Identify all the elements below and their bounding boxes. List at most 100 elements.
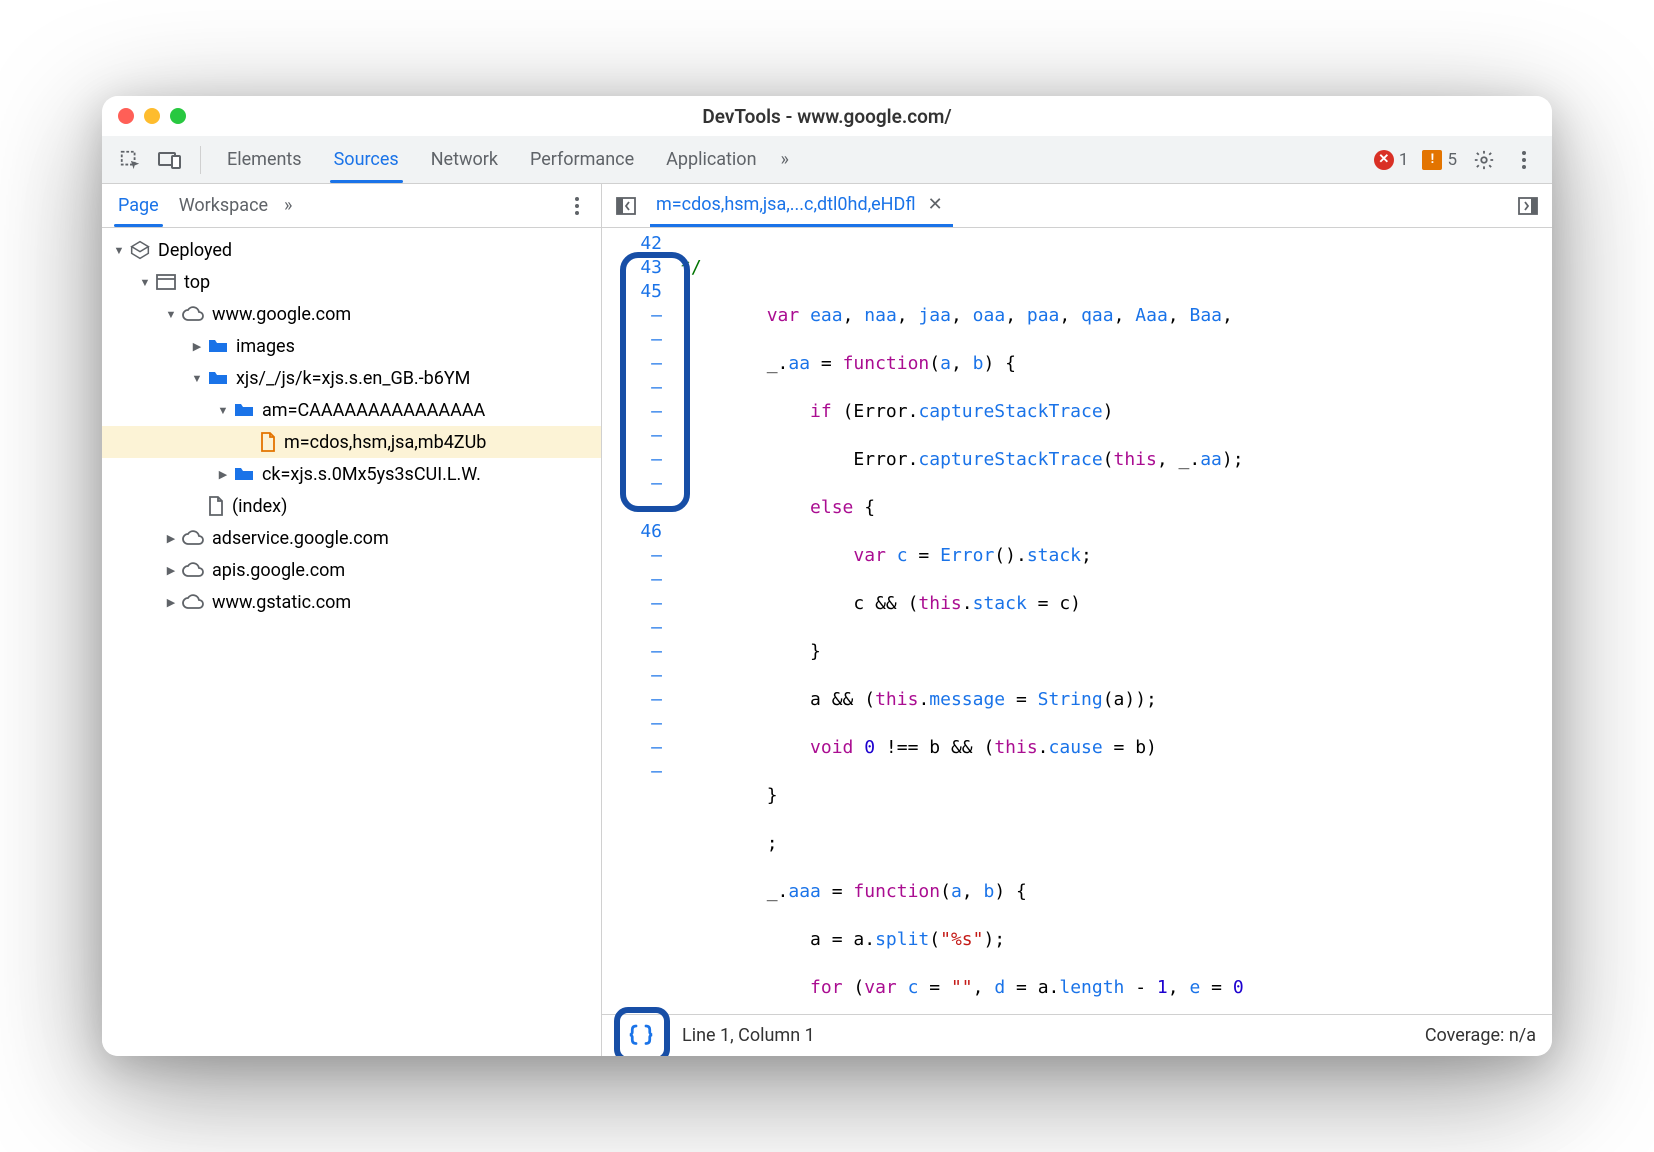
fold-dash: –	[602, 544, 662, 568]
folder-icon	[208, 338, 228, 354]
fold-dash: –	[602, 640, 662, 664]
device-toolbar-icon[interactable]	[152, 142, 188, 178]
tab-label: Application	[666, 149, 756, 170]
tab-application[interactable]: Application	[652, 136, 770, 183]
folder-icon	[234, 466, 254, 482]
tab-performance[interactable]: Performance	[516, 136, 648, 183]
expand-icon: ▶	[164, 564, 178, 577]
collapse-icon: ▼	[138, 276, 152, 289]
expand-icon: ▶	[216, 468, 230, 481]
window-title: DevTools - www.google.com/	[102, 105, 1552, 128]
tree-label: xjs/_/js/k=xjs.s.en_GB.-b6YM	[236, 368, 470, 389]
editor-tabbar: m=cdos,hsm,jsa,...c,dtl0hd,eHDfl ✕	[602, 184, 1552, 228]
fold-dash: –	[602, 592, 662, 616]
tree-label: www.google.com	[212, 304, 351, 325]
tree-label: www.gstatic.com	[212, 592, 351, 613]
tree-label: apis.google.com	[212, 560, 345, 581]
collapse-icon: ▼	[164, 308, 178, 321]
coverage-status: Coverage: n/a	[1425, 1025, 1536, 1046]
cloud-icon	[182, 530, 204, 546]
tree-label: images	[236, 336, 295, 357]
cloud-icon	[182, 562, 204, 578]
more-tabs-button[interactable]: »	[775, 136, 795, 183]
main-toolbar: Elements Sources Network Performance App…	[102, 136, 1552, 184]
navigator-menu-icon[interactable]	[559, 188, 595, 224]
tree-index[interactable]: (index)	[102, 490, 601, 522]
tree-ck[interactable]: ▶ ck=xjs.s.0Mx5ys3sCUI.L.W.	[102, 458, 601, 490]
collapse-icon: ▼	[112, 244, 126, 257]
editor-statusbar: Line 1, Column 1 Coverage: n/a	[602, 1014, 1552, 1056]
deployed-icon	[130, 240, 150, 260]
tree-deployed[interactable]: ▼ Deployed	[102, 234, 601, 266]
fold-dash: –	[602, 712, 662, 736]
close-tab-icon[interactable]: ✕	[924, 194, 947, 215]
subtab-label: Workspace	[179, 195, 268, 216]
subtab-label: Page	[118, 195, 159, 216]
subtab-workspace[interactable]: Workspace	[169, 184, 278, 227]
fold-dash: –	[602, 400, 662, 424]
tree-apis[interactable]: ▶ apis.google.com	[102, 554, 601, 586]
tab-elements[interactable]: Elements	[213, 136, 316, 183]
tree-label: top	[184, 272, 210, 293]
tree-xjs[interactable]: ▼ xjs/_/js/k=xjs.s.en_GB.-b6YM	[102, 362, 601, 394]
cloud-icon	[182, 594, 204, 610]
tree-google[interactable]: ▼ www.google.com	[102, 298, 601, 330]
line-number: 45	[602, 280, 662, 304]
line-number: 43	[602, 256, 662, 280]
script-file-icon	[260, 432, 276, 452]
fold-dash: –	[602, 616, 662, 640]
fold-dash: –	[602, 376, 662, 400]
code-area[interactable]: */ var eaa, naa, jaa, oaa, paa, qaa, Aaa…	[672, 228, 1552, 1014]
cloud-icon	[182, 306, 204, 322]
tree-label: ck=xjs.s.0Mx5ys3sCUI.L.W.	[262, 464, 481, 485]
document-icon	[208, 496, 224, 516]
code-editor[interactable]: 42 43 45 – – – – – – – – – 46 – – – –	[602, 228, 1552, 1014]
error-icon: ✕	[1374, 150, 1394, 170]
error-count[interactable]: ✕ 1	[1374, 150, 1409, 170]
pretty-print-button[interactable]	[626, 1021, 656, 1051]
editor-file-tab[interactable]: m=cdos,hsm,jsa,...c,dtl0hd,eHDfl ✕	[650, 184, 953, 227]
toggle-navigator-icon[interactable]	[608, 188, 644, 224]
editor-pane: m=cdos,hsm,jsa,...c,dtl0hd,eHDfl ✕ 42 43…	[602, 184, 1552, 1056]
tab-sources[interactable]: Sources	[320, 136, 413, 183]
frame-icon	[156, 274, 176, 290]
tree-label: m=cdos,hsm,jsa,mb4ZUb	[284, 432, 486, 453]
expand-icon: ▶	[164, 532, 178, 545]
inspect-element-icon[interactable]	[112, 142, 148, 178]
tree-images[interactable]: ▶ images	[102, 330, 601, 362]
toggle-debugger-icon[interactable]	[1510, 188, 1546, 224]
collapse-icon: ▼	[216, 404, 230, 417]
subtab-page[interactable]: Page	[108, 184, 169, 227]
folder-icon	[208, 370, 228, 386]
tree-file-selected[interactable]: m=cdos,hsm,jsa,mb4ZUb	[102, 426, 601, 458]
tree-gstatic[interactable]: ▶ www.gstatic.com	[102, 586, 601, 618]
tree-am[interactable]: ▼ am=CAAAAAAAAAAAAAAA	[102, 394, 601, 426]
tab-network[interactable]: Network	[417, 136, 512, 183]
tree-label: am=CAAAAAAAAAAAAAAA	[262, 400, 485, 421]
fold-dash: –	[602, 760, 662, 784]
braces-icon	[626, 1021, 656, 1051]
tree-label: adservice.google.com	[212, 528, 389, 549]
chevrons-icon: »	[284, 195, 292, 216]
more-menu-icon[interactable]	[1506, 142, 1542, 178]
navigator-tabs: Page Workspace »	[102, 184, 601, 228]
divider	[200, 146, 201, 174]
fold-dash: –	[602, 664, 662, 688]
fold-dash: –	[602, 496, 662, 520]
warning-count[interactable]: ! 5	[1422, 150, 1457, 170]
tree-adservice[interactable]: ▶ adservice.google.com	[102, 522, 601, 554]
more-subtabs-button[interactable]: »	[278, 184, 298, 227]
warning-count-value: 5	[1447, 150, 1457, 170]
tab-label: Sources	[334, 149, 399, 170]
expand-icon: ▶	[164, 596, 178, 609]
fold-dash: –	[602, 304, 662, 328]
file-tab-label: m=cdos,hsm,jsa,...c,dtl0hd,eHDfl	[656, 194, 916, 215]
line-gutter: 42 43 45 – – – – – – – – – 46 – – – –	[602, 228, 672, 1014]
tree-top[interactable]: ▼ top	[102, 266, 601, 298]
warning-icon: !	[1422, 150, 1442, 170]
settings-gear-icon[interactable]	[1466, 142, 1502, 178]
navigator-pane: Page Workspace » ▼ Deployed ▼ top	[102, 184, 602, 1056]
folder-icon	[234, 402, 254, 418]
fold-dash: –	[602, 688, 662, 712]
chevrons-icon: »	[781, 149, 789, 170]
